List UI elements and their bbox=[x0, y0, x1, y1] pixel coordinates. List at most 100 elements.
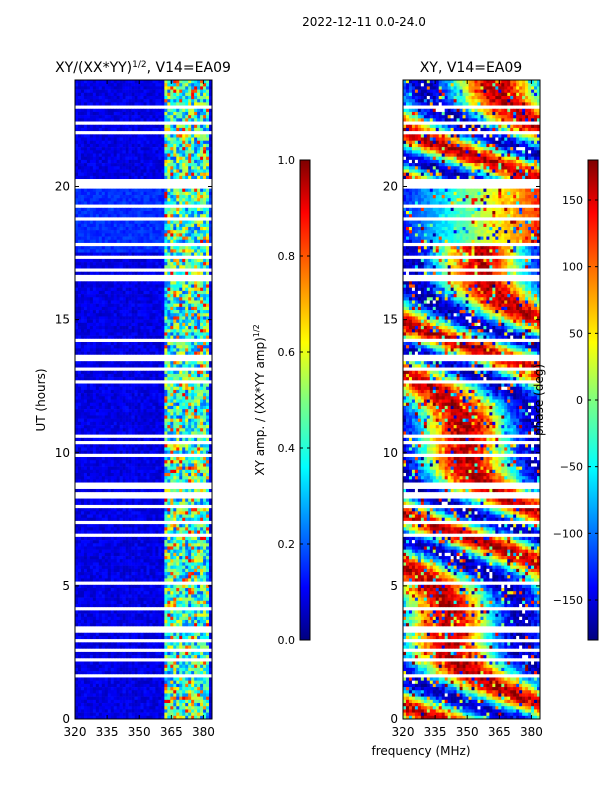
amp-cell bbox=[158, 306, 162, 311]
amp-cell bbox=[75, 83, 79, 87]
amp-cell bbox=[200, 278, 204, 282]
amp-cell bbox=[86, 217, 91, 221]
amp-cell bbox=[128, 210, 132, 215]
amp-cell bbox=[149, 290, 153, 295]
amp-cell bbox=[194, 348, 198, 352]
amp-cell bbox=[149, 201, 153, 205]
amp-cell bbox=[149, 207, 153, 212]
amp-cell bbox=[161, 367, 165, 372]
amp-cell bbox=[110, 425, 115, 429]
amp-cell bbox=[101, 131, 106, 135]
amp-cell bbox=[209, 316, 212, 320]
amp-cell bbox=[143, 290, 147, 295]
amp-cell bbox=[131, 322, 135, 327]
amp-cell bbox=[209, 310, 212, 314]
amp-cell bbox=[152, 242, 156, 247]
amp-cell bbox=[176, 115, 180, 119]
amp-cell bbox=[176, 127, 180, 132]
amp-cell bbox=[155, 364, 159, 368]
amp-cell bbox=[188, 361, 192, 365]
amp-cell bbox=[89, 226, 94, 231]
amp-cell bbox=[134, 127, 138, 132]
amp-cell bbox=[155, 204, 159, 209]
amp-cell bbox=[95, 255, 100, 260]
amp-cell bbox=[134, 341, 138, 346]
amp-cell bbox=[197, 140, 201, 145]
amp-cell bbox=[194, 373, 198, 378]
amp-cell bbox=[83, 115, 88, 119]
amp-cell bbox=[173, 239, 177, 244]
amp-cell bbox=[104, 329, 109, 333]
amp-cell bbox=[89, 271, 94, 276]
amp-cell bbox=[179, 134, 183, 138]
amp-cell bbox=[110, 156, 115, 161]
amp-cell bbox=[80, 207, 85, 212]
amp-cell bbox=[155, 252, 159, 257]
amp-cell bbox=[119, 99, 123, 103]
amp-cell bbox=[170, 207, 174, 212]
amp-cell bbox=[167, 361, 171, 365]
amp-cell bbox=[77, 239, 82, 244]
amp-cell bbox=[125, 115, 129, 119]
amp-cell bbox=[176, 92, 180, 97]
amp-cell bbox=[80, 179, 85, 183]
amp-cell bbox=[197, 220, 201, 225]
amp-cell bbox=[125, 383, 129, 388]
amp-cell bbox=[119, 396, 123, 400]
amp-cell bbox=[140, 89, 144, 94]
amp-cell bbox=[185, 220, 189, 225]
amp-cell bbox=[77, 156, 82, 161]
amp-cell bbox=[98, 345, 103, 349]
amp-cell bbox=[89, 268, 94, 272]
amp-cell bbox=[77, 306, 82, 311]
amp-cell bbox=[170, 166, 174, 170]
amp-cell bbox=[80, 153, 85, 157]
amp-cell bbox=[188, 268, 192, 272]
amp-cell bbox=[104, 265, 109, 269]
amp-cell bbox=[179, 255, 183, 260]
amp-cell bbox=[176, 364, 180, 368]
amp-cell bbox=[149, 204, 153, 209]
amp-cell bbox=[95, 380, 100, 384]
amp-cell bbox=[131, 367, 135, 372]
amp-cell bbox=[209, 80, 212, 84]
amp-cell bbox=[155, 306, 159, 311]
amp-cell bbox=[191, 134, 195, 138]
amp-cell bbox=[92, 377, 97, 381]
amp-cell bbox=[104, 357, 109, 362]
amp-cell bbox=[137, 396, 141, 400]
amp-cell bbox=[152, 399, 156, 403]
amp-cell bbox=[140, 262, 144, 266]
amp-cell bbox=[125, 335, 129, 340]
amp-cell bbox=[191, 386, 195, 391]
amp-cell bbox=[113, 191, 117, 196]
amp-cell bbox=[107, 389, 112, 394]
amp-cell bbox=[92, 210, 97, 215]
amp-cell bbox=[95, 207, 100, 212]
amp-cell bbox=[131, 338, 135, 343]
amp-cell bbox=[167, 236, 171, 241]
amp-cell bbox=[110, 236, 115, 241]
amp-cell bbox=[113, 252, 117, 257]
amp-cell bbox=[161, 268, 165, 272]
amp-cell bbox=[134, 137, 138, 142]
amp-cell bbox=[77, 92, 82, 97]
amp-cell bbox=[134, 226, 138, 231]
amp-cell bbox=[191, 306, 195, 311]
amp-cell bbox=[191, 252, 195, 257]
amp-cell bbox=[206, 354, 210, 359]
amp-cell bbox=[95, 300, 100, 304]
amp-cell bbox=[200, 284, 204, 288]
amp-cell bbox=[164, 159, 168, 164]
amp-cell bbox=[104, 271, 109, 276]
amp-cell bbox=[158, 402, 162, 407]
amp-cell bbox=[80, 389, 85, 394]
amp-cell bbox=[77, 163, 82, 167]
amp-cell bbox=[92, 415, 97, 419]
amp-cell bbox=[176, 159, 180, 164]
amp-cell bbox=[77, 380, 82, 384]
amp-cell bbox=[125, 153, 129, 157]
amp-cell bbox=[110, 341, 115, 346]
amp-cell bbox=[113, 306, 117, 311]
amp-cell bbox=[92, 380, 97, 384]
